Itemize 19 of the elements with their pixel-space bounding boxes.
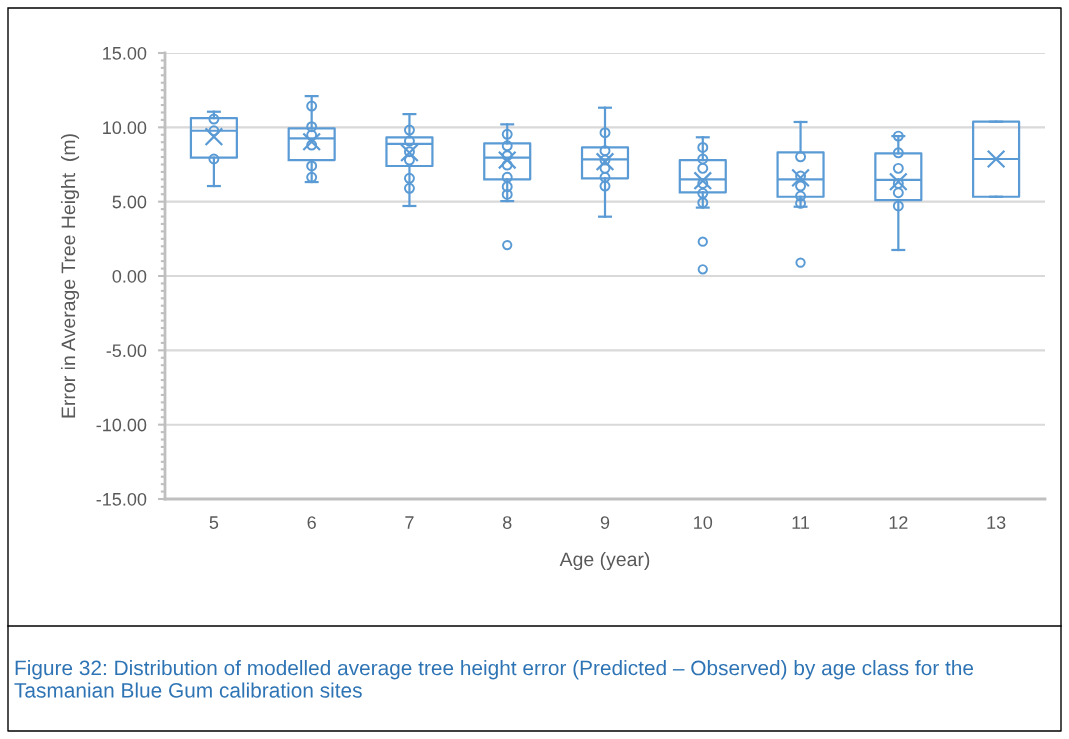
x-axis-title: Age (year) bbox=[559, 551, 650, 571]
x-tick-label: 6 bbox=[307, 516, 316, 529]
x-tick-label: 5 bbox=[209, 516, 219, 529]
y-tick-label: -5.00 bbox=[106, 344, 147, 358]
y-tick-label: 15.00 bbox=[103, 46, 147, 60]
x-tick-label: 13 bbox=[987, 516, 1006, 529]
y-tick-label: 0.00 bbox=[112, 269, 147, 283]
y-tick-label: 5.00 bbox=[112, 195, 147, 209]
caption: Figure 32: Distribution of modelled average tree height error (Predicted – Observed) by age class for the Tasmanian Blue Gum calibration sites bbox=[14, 660, 974, 698]
x-tick-label: 12 bbox=[889, 516, 908, 529]
y-tick-label: -10.00 bbox=[96, 418, 147, 432]
x-tick-label: 8 bbox=[502, 516, 512, 529]
y-axis-title: Error in Average Tree Height (m) bbox=[60, 134, 80, 418]
x-tick-label: 9 bbox=[600, 516, 610, 529]
x-tick-label: 7 bbox=[405, 516, 414, 529]
y-tick-label: 10.00 bbox=[103, 121, 147, 135]
y-tick-label: -15.00 bbox=[96, 492, 147, 506]
x-tick-label: 10 bbox=[694, 516, 713, 529]
x-tick-label: 11 bbox=[792, 516, 810, 529]
